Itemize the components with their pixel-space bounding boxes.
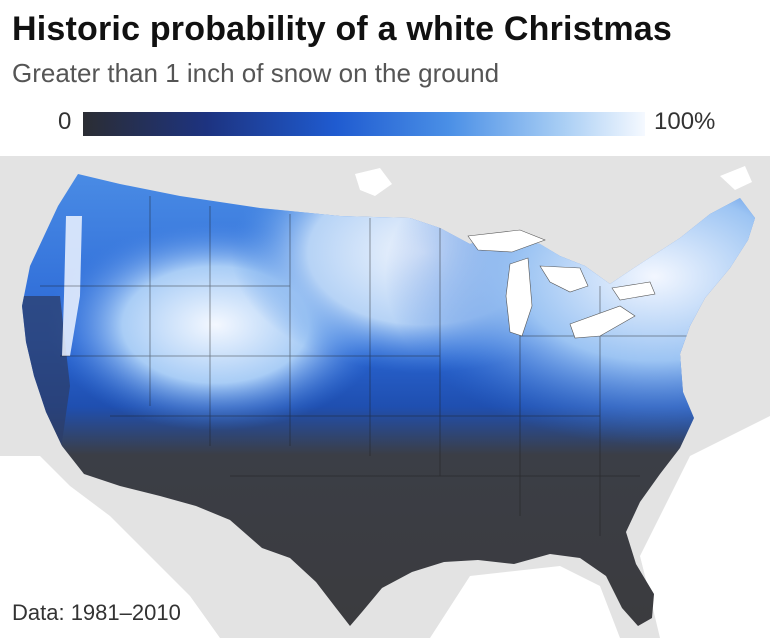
great-lakes <box>467 229 656 339</box>
snow-probability-map <box>0 156 770 638</box>
legend-max-label: 100% <box>654 108 716 135</box>
legend-color-bar <box>83 112 645 136</box>
pacific-ocean <box>0 456 220 638</box>
atlantic-ocean <box>640 416 770 638</box>
data-source-note: Data: 1981–2010 <box>12 600 181 626</box>
legend-min-label: 0 <box>58 108 72 135</box>
chart-title: Historic probability of a white Christma… <box>12 10 672 48</box>
canada-lakes <box>355 166 752 196</box>
gulf-of-mexico <box>430 566 620 638</box>
chart-subtitle: Greater than 1 inch of snow on the groun… <box>12 58 500 88</box>
color-legend: 0 100% <box>0 108 770 138</box>
